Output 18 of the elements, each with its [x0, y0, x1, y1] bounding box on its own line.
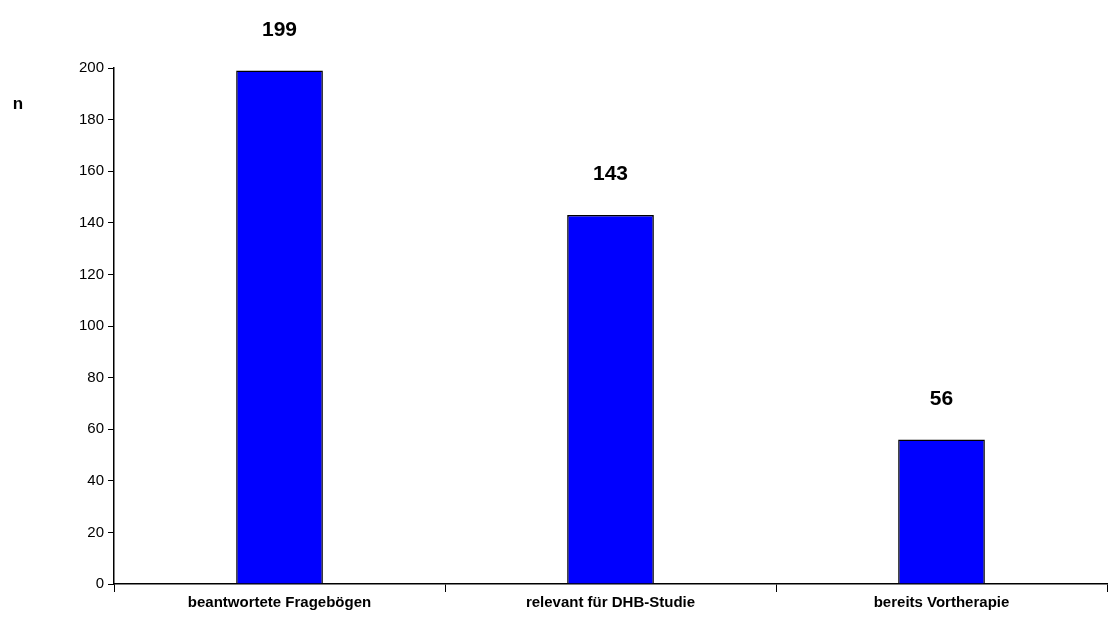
y-tick-label: 40	[87, 470, 105, 488]
y-tick-label: 140	[79, 212, 105, 230]
y-tick-label: 200	[79, 58, 105, 76]
x-tick-label: bereits Vortherapie	[873, 593, 1010, 611]
y-tick-label: 100	[79, 316, 105, 334]
data-label: 199	[262, 16, 298, 40]
y-tick-label: 0	[95, 574, 105, 592]
x-tick-label: relevant für DHB-Studie	[525, 593, 696, 611]
data-label: 143	[592, 161, 629, 185]
y-tick-label: 80	[87, 367, 105, 385]
y-tick-label: 180	[79, 109, 105, 127]
x-tick-label: beantwortete Fragebögen	[187, 593, 372, 611]
y-axis-title: n	[12, 93, 24, 113]
y-tick-label: 160	[79, 161, 105, 179]
data-label: 56	[929, 385, 954, 409]
y-tick-label: 60	[87, 419, 105, 437]
y-tick-label: 120	[79, 264, 105, 282]
y-tick-label: 20	[87, 522, 105, 540]
